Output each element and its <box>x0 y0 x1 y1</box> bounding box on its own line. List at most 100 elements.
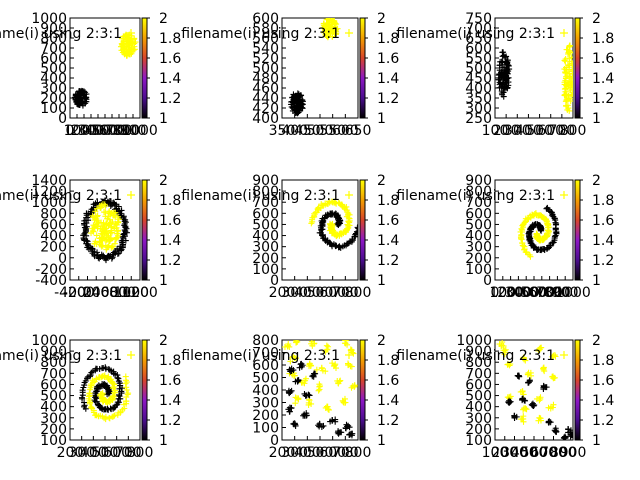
subplot-2: 4004204404604805005205405605806003504004… <box>181 11 399 139</box>
legend-label: filename(i) using 2:3:1 <box>396 348 555 364</box>
data-point-class-1 <box>82 89 89 96</box>
colorbar-tick-label: 1.4 <box>592 233 614 249</box>
legend: filename(i) using 2:3:1 <box>396 188 568 204</box>
colorbar-tick-label: 2 <box>377 333 386 349</box>
x-tick-label: 900 <box>552 285 579 301</box>
data-point-class-1 <box>293 99 300 106</box>
data-point-class-1 <box>108 255 115 262</box>
legend-marker <box>560 351 568 359</box>
data-point-class-2 <box>123 394 130 401</box>
data-point-class-1 <box>298 360 305 367</box>
subplot-1: 0100200300400500600700800900100001002003… <box>0 11 181 139</box>
colorbar: 1 1.2 1.4 1.6 1.8 2 <box>141 333 181 449</box>
colorbar-tick-label: 1.8 <box>592 353 614 369</box>
colorbar: 1 1.2 1.4 1.6 1.8 2 <box>574 333 614 449</box>
colorbar-tick-label: 1.2 <box>592 253 614 269</box>
y-tick-label: 0 <box>483 273 492 289</box>
colorbar: 1 1.2 1.4 1.6 1.8 2 <box>359 333 399 449</box>
data-point-class-2 <box>111 212 118 219</box>
x-tick-label: 1000 <box>113 285 149 301</box>
x-tick-label: 600 <box>537 123 564 139</box>
data-point-class-1 <box>287 389 294 396</box>
data-point-class-1 <box>115 375 122 382</box>
data-point-class-1 <box>355 225 358 232</box>
data-point-class-2 <box>520 405 527 412</box>
subplot-6: 0100200300400500600700800900010020030040… <box>396 173 614 301</box>
colorbar-gradient <box>359 179 366 281</box>
x-tick-label: 300 <box>281 285 308 301</box>
y-tick-label: 0 <box>270 433 279 449</box>
colorbar-tick-label: 1.6 <box>377 213 399 229</box>
data-point-class-2 <box>119 43 126 50</box>
data-point-class-2 <box>109 393 116 400</box>
y-tick-label: 1000 <box>31 11 67 27</box>
legend-marker <box>345 29 353 37</box>
data-point-class-2 <box>128 40 135 47</box>
data-point-class-2 <box>96 374 103 381</box>
x-tick-label: 700 <box>548 123 575 139</box>
legend-marker <box>560 191 568 199</box>
y-tick-label: 200 <box>252 408 279 424</box>
colorbar-tick-label: 1.6 <box>159 213 181 229</box>
data-point-class-1 <box>303 392 310 399</box>
y-tick-label: 600 <box>40 377 67 393</box>
data-point-class-1 <box>503 58 510 65</box>
data-point-class-2 <box>538 344 545 351</box>
data-point-class-1 <box>292 422 299 429</box>
x-tick-label: 500 <box>307 445 334 461</box>
data-point-class-2 <box>561 57 568 64</box>
colorbar-tick-label: 1.8 <box>377 31 399 47</box>
legend-marker <box>345 351 353 359</box>
y-tick-label: 500 <box>465 61 492 77</box>
data-point-class-1 <box>292 110 299 117</box>
x-tick-label: 600 <box>319 285 346 301</box>
subplot-7: 1002003004005006007008009001000200300400… <box>0 333 181 461</box>
y-tick-label: 500 <box>252 217 279 233</box>
y-tick-label: 500 <box>40 61 67 77</box>
data-point-class-2 <box>312 209 319 216</box>
data-point-class-1 <box>298 101 305 108</box>
x-tick-label: 600 <box>99 123 126 139</box>
y-tick-label: 400 <box>252 111 279 127</box>
x-tick-label: 500 <box>307 285 334 301</box>
legend-marker <box>345 191 353 199</box>
data-point-class-2 <box>287 358 294 365</box>
legend-label: filename(i) using 2:3:1 <box>181 188 340 204</box>
data-point-class-2 <box>521 246 528 253</box>
y-tick-label: 700 <box>465 21 492 37</box>
y-tick-label: 300 <box>465 411 492 427</box>
colorbar-tick-label: 1.2 <box>592 91 614 107</box>
legend-marker <box>127 191 135 199</box>
colorbar-tick-label: 1.2 <box>159 413 181 429</box>
y-tick-label: 300 <box>465 240 492 256</box>
data-point-class-2 <box>326 18 333 24</box>
data-point-class-1 <box>92 398 99 405</box>
data-point-class-1 <box>545 419 552 426</box>
colorbar-tick-label: 1.8 <box>377 353 399 369</box>
legend-marker <box>127 29 135 37</box>
y-tick-label: 200 <box>252 251 279 267</box>
colorbar-tick-label: 1.4 <box>159 71 181 87</box>
y-tick-label: 1400 <box>31 173 67 189</box>
data-point-class-1 <box>500 93 507 100</box>
x-tick-label: 200 <box>269 445 296 461</box>
data-point-class-2 <box>517 228 524 235</box>
data-point-class-2 <box>550 401 557 408</box>
colorbar-gradient <box>141 179 148 281</box>
data-point-class-2 <box>567 95 573 102</box>
y-tick-label: -400 <box>35 273 67 289</box>
y-tick-label: 800 <box>40 206 67 222</box>
data-point-class-1 <box>498 69 505 76</box>
data-point-class-1 <box>498 88 505 95</box>
colorbar-tick-label: 1.4 <box>159 393 181 409</box>
data-point-class-2 <box>344 341 351 348</box>
data-point-class-1 <box>122 237 129 244</box>
data-point-class-1 <box>567 429 573 436</box>
y-tick-label: 350 <box>465 91 492 107</box>
x-tick-label: 650 <box>345 123 372 139</box>
data-point-class-2 <box>103 221 110 228</box>
data-point-class-2 <box>564 72 571 79</box>
y-tick-label: 540 <box>252 41 279 57</box>
colorbar-tick-label: 2 <box>377 11 386 27</box>
data-point-class-2 <box>292 400 299 407</box>
